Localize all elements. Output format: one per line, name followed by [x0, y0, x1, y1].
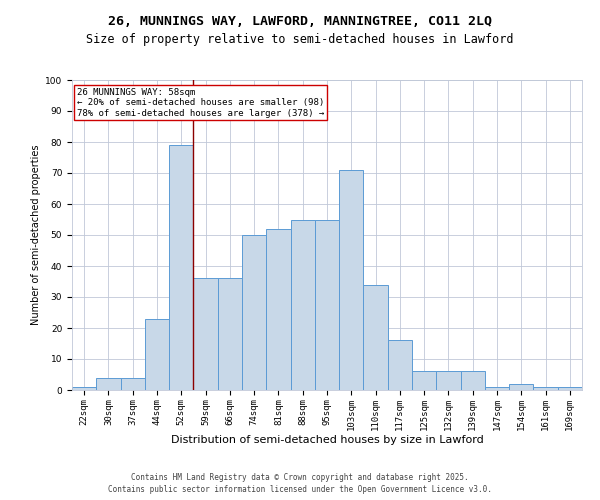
Y-axis label: Number of semi-detached properties: Number of semi-detached properties [31, 145, 41, 325]
Bar [412, 372, 436, 390]
Bar [436, 372, 461, 390]
Text: Contains HM Land Registry data © Crown copyright and database right 2025.: Contains HM Land Registry data © Crown c… [131, 472, 469, 482]
Text: 26 MUNNINGS WAY: 58sqm
← 20% of semi-detached houses are smaller (98)
78% of sem: 26 MUNNINGS WAY: 58sqm ← 20% of semi-det… [77, 88, 325, 118]
Text: 26, MUNNINGS WAY, LAWFORD, MANNINGTREE, CO11 2LQ: 26, MUNNINGS WAY, LAWFORD, MANNINGTREE, … [108, 15, 492, 28]
Bar [290, 220, 315, 390]
Bar [364, 284, 388, 390]
Bar [388, 340, 412, 390]
Bar [339, 170, 364, 390]
Bar [96, 378, 121, 390]
Text: Size of property relative to semi-detached houses in Lawford: Size of property relative to semi-detach… [86, 32, 514, 46]
Bar [461, 372, 485, 390]
Bar [193, 278, 218, 390]
Bar [242, 235, 266, 390]
Bar [485, 387, 509, 390]
Bar [558, 387, 582, 390]
Bar [315, 220, 339, 390]
Bar [72, 387, 96, 390]
Bar [533, 387, 558, 390]
Text: Contains public sector information licensed under the Open Government Licence v3: Contains public sector information licen… [108, 485, 492, 494]
Bar [266, 229, 290, 390]
Bar [509, 384, 533, 390]
Bar [145, 318, 169, 390]
Bar [218, 278, 242, 390]
X-axis label: Distribution of semi-detached houses by size in Lawford: Distribution of semi-detached houses by … [170, 436, 484, 446]
Bar [169, 145, 193, 390]
Bar [121, 378, 145, 390]
